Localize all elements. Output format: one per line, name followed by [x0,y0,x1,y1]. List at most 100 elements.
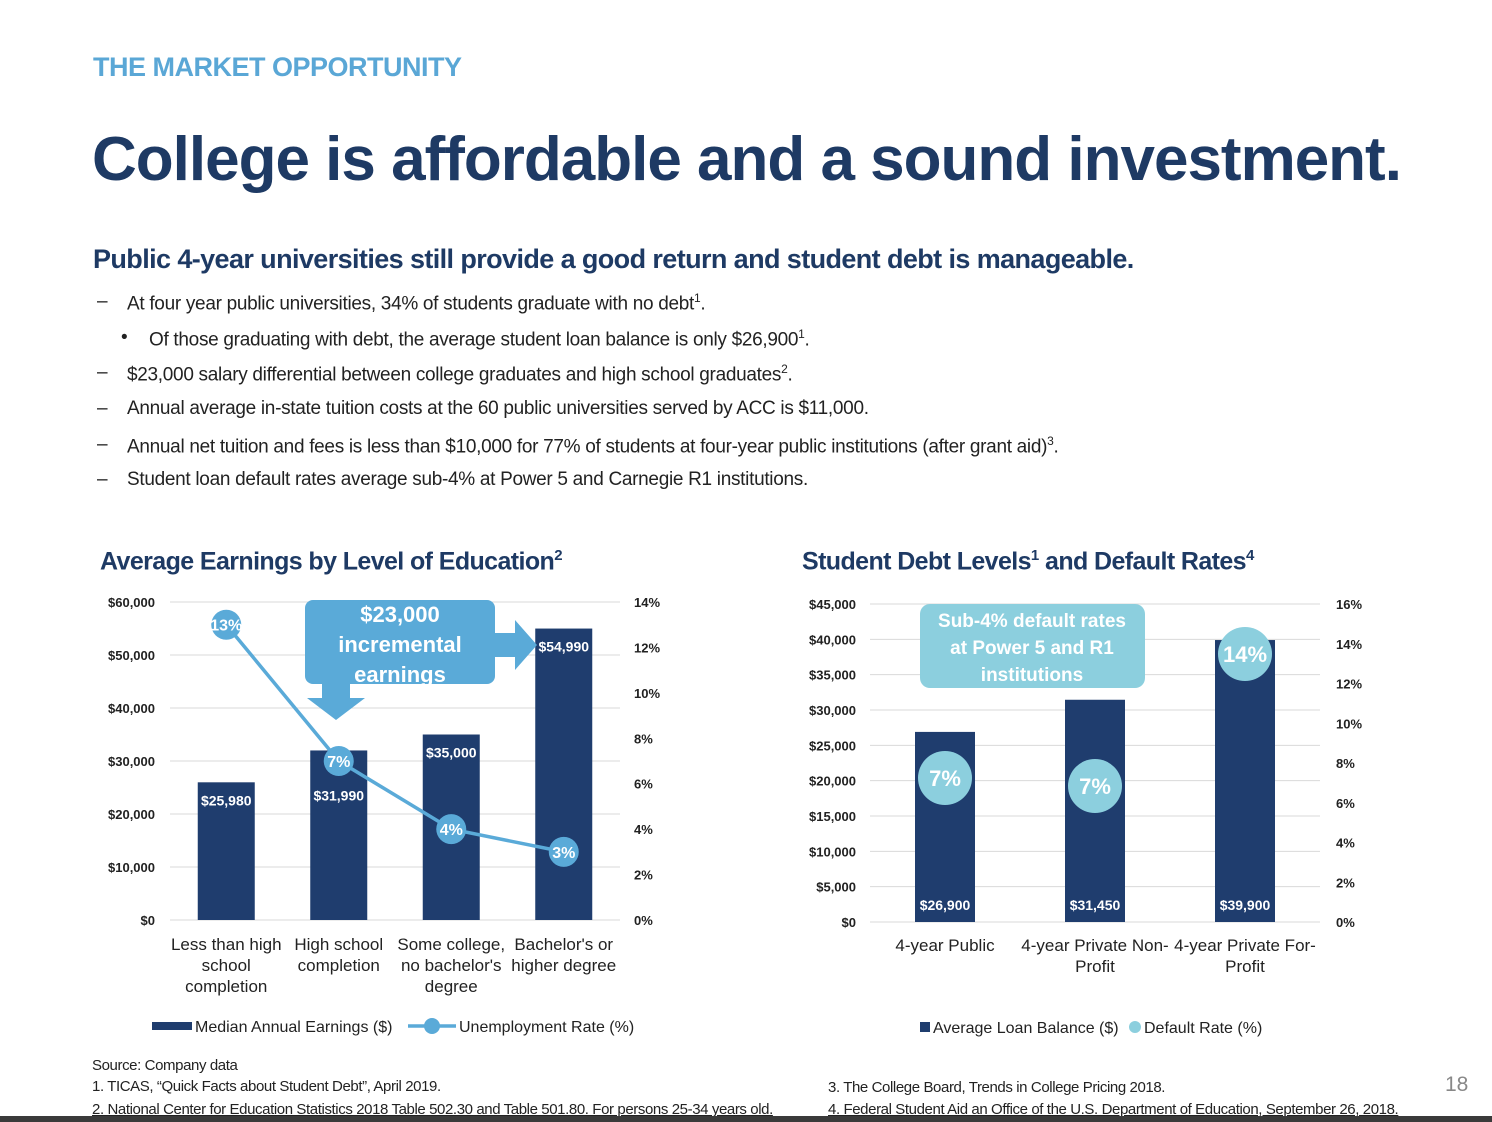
footnote-ref: 3 [1047,434,1054,448]
footnote-4: 4. Federal Student Aid an Office of the … [828,1101,1399,1118]
source-note: Source: Company data [92,1057,238,1074]
debt-chart: $0 $5,000 $10,000 $15,000 $20,000 $25,000 $30,… [809,597,1362,1037]
bar-value-label: $39,900 [1220,897,1271,913]
y-left-tick-label: $15,000 [809,809,856,824]
footnote-ref: 2 [554,547,562,564]
y-right-tick-label: 4% [1336,836,1355,851]
page-number: 18 [1445,1073,1469,1096]
y-right-tick-label: 2% [634,868,653,883]
y-left-tick-label: $10,000 [809,844,856,859]
y-left-tick-label: $30,000 [809,703,856,718]
callout-arrow-down [307,684,365,720]
default-rate-marker [1218,627,1272,681]
default-rate-label: 7% [1079,774,1111,799]
x-category-label: Some college, [397,935,505,954]
y-right-tick-label: 4% [634,822,653,837]
bar-value-label: $31,450 [1070,897,1121,913]
chart-title-text-2: and Default Rates [1038,547,1247,576]
bullet-text: Of those graduating with debt, the avera… [149,329,799,351]
callout-text: incremental [338,632,462,657]
legend-swatch-marker [1129,1021,1141,1033]
legend-swatch-bar [152,1022,192,1030]
y-right-tick-label: 8% [1336,756,1355,771]
earnings-bar [310,750,368,920]
bottom-rule [0,1116,1492,1122]
bullet-tail: . [804,329,810,351]
x-category-label: High school [294,935,383,954]
x-category-label: completion [185,977,267,996]
legend-label: Default Rate (%) [1144,1020,1262,1037]
y-right-tick-label: 0% [1336,915,1355,930]
y-right-tick-label: 16% [1336,597,1362,612]
earnings-bar [1215,640,1275,922]
legend-label: Median Annual Earnings ($) [195,1019,392,1036]
callout-box [920,604,1145,688]
bullet-tail: . [1053,436,1059,458]
default-rate-label: 7% [929,766,961,791]
x-category-label: Less than high [171,935,282,954]
y-left-tick-label: $40,000 [809,632,856,647]
default-rate-marker [1068,759,1122,813]
default-rate-label: 14% [1223,642,1267,667]
unemployment-marker [548,836,579,867]
y-left-tick-label: $45,000 [809,597,856,612]
y-right-tick-label: 14% [634,595,660,610]
unemployment-label: 3% [552,845,575,862]
y-right-tick-label: 2% [1336,875,1355,890]
y-left-tick-label: $20,000 [809,774,856,789]
y-left-tick-label: $20,000 [108,807,155,822]
callout-text: at Power 5 and R1 [950,638,1114,659]
y-right-tick-label: 14% [1336,637,1362,652]
bullet-mark: – [97,434,108,455]
x-category-label: school [202,956,251,975]
footnote-ref: 4 [1245,547,1254,564]
bullet-mark: – [97,362,108,383]
x-category-label: Profit [1225,957,1265,976]
earnings-bar [535,628,593,920]
x-category-label: no bachelor's [401,956,502,975]
callout-arrow-right [495,620,537,670]
callout-box [305,600,495,684]
unemployment-marker [436,814,467,845]
legend-label: Unemployment Rate (%) [459,1019,634,1036]
unemployment-line [224,623,565,854]
y-right-tick-label: 10% [1336,716,1362,731]
y-left-tick-label: $60,000 [108,595,155,610]
footnote-1: 1. TICAS, “Quick Facts about Student Deb… [92,1078,441,1095]
callout-text: institutions [981,665,1083,686]
chart-title-text: Average Earnings by Level of Education [100,547,555,576]
footnote-3: 3. The College Board, Trends in College … [828,1079,1166,1096]
chart-title-debt: Student Debt Levels1 and Default Rates4 [802,547,1254,576]
default-rate-marker [918,751,972,805]
y-left-tick-label: $30,000 [108,754,155,769]
footnote-ref: 1 [1030,547,1039,564]
x-category-label: higher degree [511,956,616,975]
x-category-label: 4-year Public [895,936,995,955]
footnote-2: 2. National Center for Education Statist… [92,1101,773,1118]
bar-value-label: $35,000 [426,745,477,761]
y-left-tick-label: $50,000 [108,648,155,663]
bar-value-label: $26,900 [920,897,971,913]
bullet-text: Annual average in-state tuition costs at… [127,398,869,419]
unemployment-label: 7% [327,754,350,771]
legend-swatch-bar [920,1022,930,1032]
footnote-ref: 2 [781,362,788,376]
chart-title-earnings: Average Earnings by Level of Education2 [100,547,563,576]
footnote-ref: 1 [798,327,805,341]
footnote-ref: 1 [694,291,701,305]
y-left-tick-label: $5,000 [816,880,856,895]
callout-text: earnings [354,662,446,687]
earnings-bar [197,782,255,920]
x-category-label: degree [425,977,478,996]
bullet-text: At four year public universities, 34% of… [127,293,694,315]
bar-value-label: $54,990 [538,639,589,655]
y-left-tick-label: $25,000 [809,738,856,753]
x-category-label: 4-year Private For- [1174,936,1316,955]
bar-value-label: $31,990 [313,787,364,803]
x-category-label: Bachelor's or [514,935,613,954]
callout-text: Sub-4% default rates [938,611,1126,632]
callout-text: $23,000 [360,602,440,627]
chart-title-text: Student Debt Levels [802,547,1032,576]
x-category-label: 4-year Private Non- [1021,936,1168,955]
slide-subhead: Public 4-year universities still provide… [93,244,1134,274]
